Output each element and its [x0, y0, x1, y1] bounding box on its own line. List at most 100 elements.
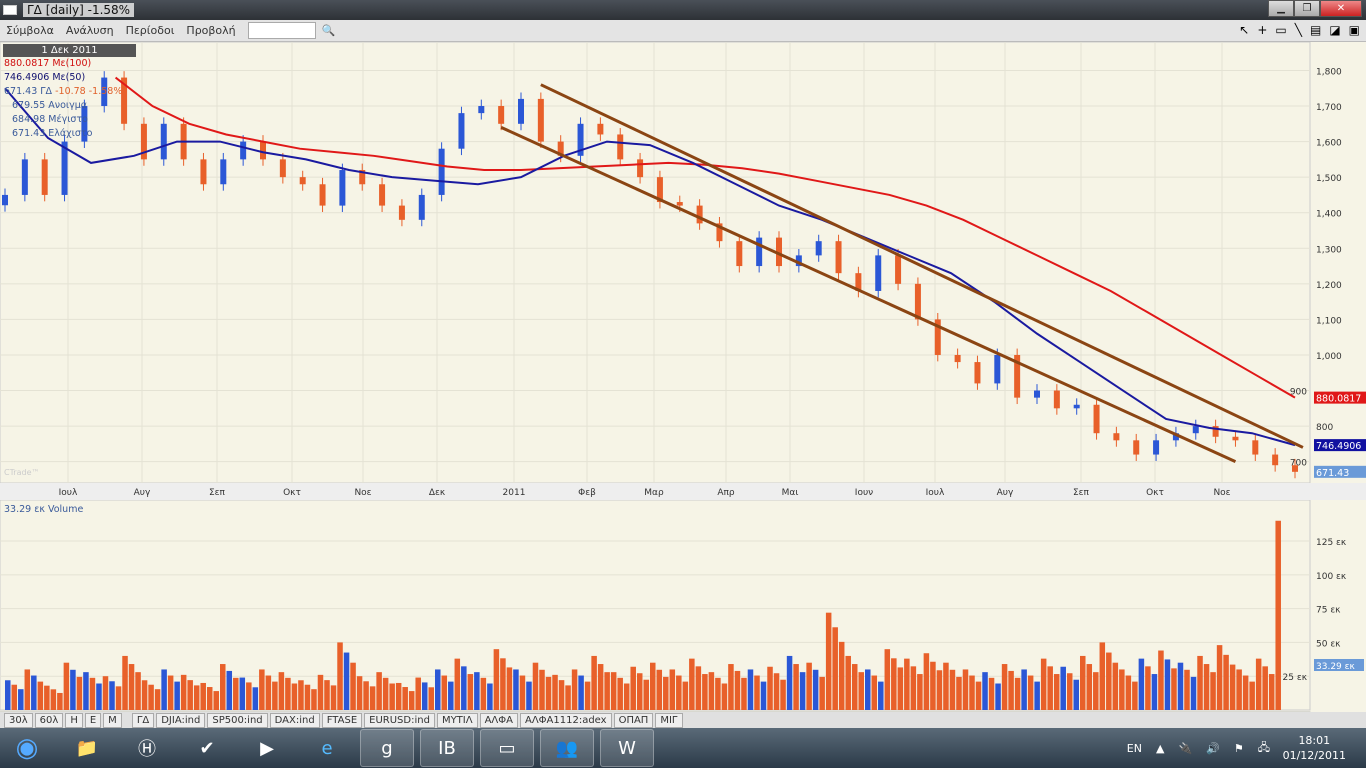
- cursor-icon[interactable]: ↖: [1239, 23, 1250, 37]
- line-icon[interactable]: ╲: [1294, 23, 1302, 37]
- candle-body: [1153, 440, 1160, 455]
- tab-8[interactable]: DAX:ind: [269, 712, 320, 728]
- close-button[interactable]: ✕: [1320, 0, 1362, 17]
- tab-6[interactable]: DJIA:ind: [156, 712, 206, 728]
- app-icon[interactable]: ✔: [199, 737, 215, 759]
- volume-bar: [474, 672, 480, 710]
- tab-15[interactable]: ΜΙΓ: [655, 712, 683, 728]
- chart-svg[interactable]: Ιουλ Αυγ Σεπ Οκτ Νοε Δεκ 2011 Φεβ Μαρ Απρ Μαι Ιουν Ι…: [0, 41, 1366, 727]
- candle-body: [895, 255, 902, 284]
- volume-bar: [793, 664, 799, 710]
- volume-bar: [226, 670, 233, 710]
- tab-12[interactable]: ΑΛΦΑ: [479, 712, 518, 728]
- explorer-icon[interactable]: 📁: [75, 737, 99, 759]
- volume-bar: [865, 669, 871, 710]
- power-icon[interactable]: 🔌: [1178, 741, 1193, 755]
- ib-icon[interactable]: IB: [420, 729, 474, 767]
- volume-bar: [1008, 670, 1014, 710]
- tab-7[interactable]: SP500:ind: [207, 712, 268, 728]
- candle-body: [736, 241, 743, 267]
- tab-10[interactable]: EURUSD:ind: [364, 712, 435, 728]
- volume-bar: [539, 669, 545, 710]
- show-hidden-icon[interactable]: ▲: [1155, 741, 1165, 755]
- volume-tag-bg: [1314, 659, 1364, 672]
- volume-bar: [1145, 666, 1151, 710]
- volume-bar: [715, 677, 721, 710]
- tab-14[interactable]: ΟΠΑΠ: [613, 712, 654, 728]
- tab-2[interactable]: Η: [65, 712, 83, 728]
- date-axis: [0, 483, 1366, 500]
- hp-icon[interactable]: Ⓗ: [138, 739, 156, 760]
- volume-bar: [565, 685, 571, 710]
- tab-4[interactable]: Μ: [103, 712, 122, 728]
- tab-5[interactable]: ΓΔ: [131, 712, 155, 728]
- volume-bar: [871, 675, 878, 710]
- candle-body: [537, 98, 544, 142]
- grid-icon[interactable]: ▤: [1309, 23, 1322, 37]
- volume-bar: [636, 673, 643, 710]
- volume-bar: [1099, 642, 1106, 710]
- volume-bar: [1073, 679, 1079, 710]
- volume-bar: [233, 677, 239, 710]
- google-icon[interactable]: g: [360, 729, 414, 767]
- candle-body: [914, 283, 921, 320]
- window-icon[interactable]: ▭: [480, 729, 534, 767]
- tab-1[interactable]: 60λ: [34, 712, 64, 728]
- volume-bar: [304, 684, 311, 710]
- y-tick-label: 1,700: [1316, 103, 1342, 113]
- volume-bar: [1223, 654, 1229, 710]
- chart-area[interactable]: Ιουλ Αυγ Σεπ Οκτ Νοε Δεκ 2011 Φεβ Μαρ Απρ Μαι Ιουν Ι…: [0, 41, 1366, 727]
- y-tick-label: 1,000: [1316, 352, 1342, 362]
- legend-last-price: 671.43 ΓΔ: [4, 86, 53, 97]
- tab-11[interactable]: ΜΥΤΙΛ: [436, 712, 478, 728]
- tab-3[interactable]: Ε: [84, 712, 102, 728]
- volume-bar: [630, 666, 636, 710]
- y-tick-label: 1,200: [1316, 281, 1342, 291]
- volume-bar: [910, 666, 917, 710]
- tab-9[interactable]: FTASE: [321, 712, 363, 728]
- clock-date: 01/12/2011: [1282, 749, 1346, 762]
- language-indicator[interactable]: EN: [1126, 741, 1142, 755]
- flag-icon[interactable]: ⚑: [1233, 741, 1244, 755]
- menu-periods[interactable]: Περίοδοι: [125, 24, 175, 37]
- maximize-button[interactable]: ❐: [1294, 0, 1320, 17]
- clock[interactable]: 18:01 01/12/2011: [1283, 733, 1346, 763]
- volume-bar: [819, 676, 825, 710]
- menu-analysis[interactable]: Ανάλυση: [65, 24, 114, 37]
- search-icon[interactable]: 🔍: [321, 24, 336, 37]
- internet-explorer-icon[interactable]: e: [321, 737, 333, 759]
- volume-icon[interactable]: 🔊: [1206, 741, 1220, 755]
- tab-0[interactable]: 30λ: [4, 712, 33, 728]
- ma100-line: [114, 76, 1296, 399]
- volume-bar: [154, 689, 161, 710]
- candle-body: [478, 106, 485, 114]
- volume-bar: [193, 685, 200, 710]
- chart-icon[interactable]: ◪: [1329, 23, 1341, 37]
- network-icon[interactable]: 🖧: [1257, 740, 1270, 754]
- save-icon[interactable]: ▣: [1348, 23, 1360, 37]
- messenger-icon[interactable]: 👥: [540, 729, 594, 767]
- volume-bar: [1151, 674, 1158, 710]
- symbol-search-input[interactable]: [247, 22, 316, 39]
- candle-body: [81, 106, 88, 142]
- minimize-button[interactable]: ▁: [1268, 0, 1294, 17]
- x-tick-label: Φεβ: [578, 488, 596, 498]
- candle-body: [200, 159, 207, 185]
- rectangle-icon[interactable]: ▭: [1275, 23, 1287, 37]
- volume-tick-label: 50 εκ: [1316, 639, 1341, 649]
- tab-13[interactable]: ΑΛΦΑ1112:adex: [519, 712, 612, 728]
- volume-bar: [461, 666, 467, 710]
- start-button[interactable]: ◉: [15, 733, 39, 763]
- candle-body: [398, 205, 405, 220]
- menu-view[interactable]: Προβολή: [186, 24, 236, 37]
- close-price-tag-bg: [1314, 465, 1366, 478]
- y-tick-label: 1,600: [1316, 139, 1342, 149]
- crosshair-icon[interactable]: +: [1257, 23, 1268, 37]
- menu-symbols[interactable]: Σύμβολα: [6, 24, 54, 37]
- volume-tick-label: 75 εκ: [1316, 606, 1341, 616]
- media-player-icon[interactable]: ▶: [260, 737, 274, 759]
- volume-bar: [213, 691, 219, 710]
- volume-bar: [63, 662, 70, 710]
- word-icon[interactable]: W: [600, 729, 654, 767]
- candle-body: [359, 170, 366, 185]
